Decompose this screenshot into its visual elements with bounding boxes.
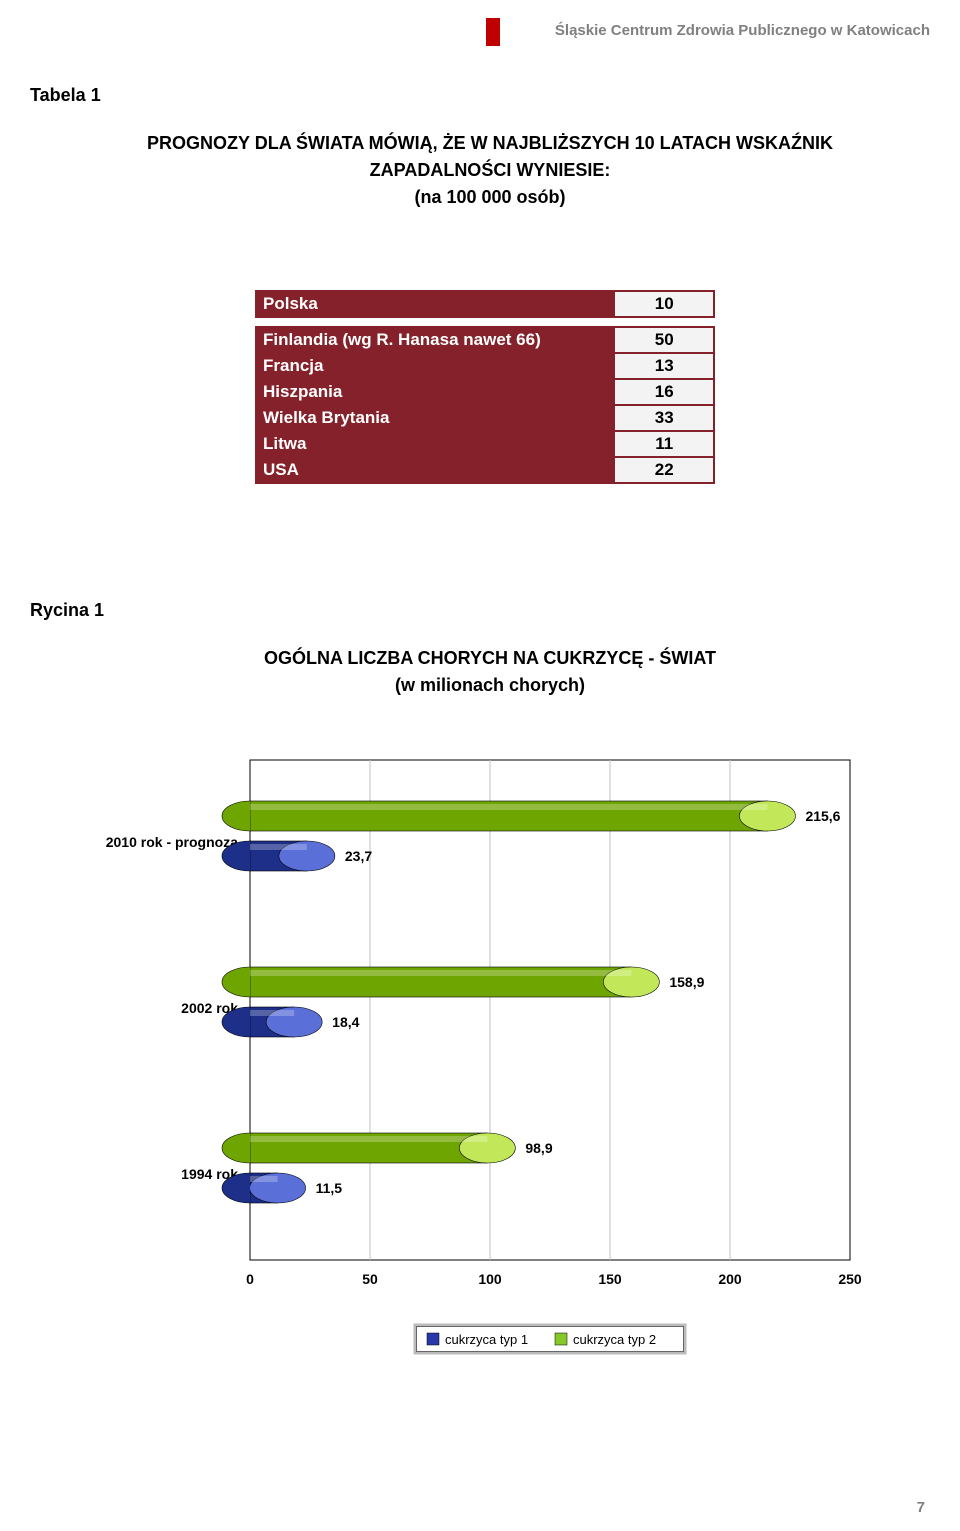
- table-row: Hiszpania16: [256, 379, 714, 405]
- country-cell: Polska: [256, 291, 614, 317]
- chart-title: OGÓLNA LICZBA CHORYCH NA CUKRZYCĘ - ŚWIA…: [110, 645, 870, 699]
- tabela-title-line2: ZAPADALNOŚCI WYNIESIE:: [370, 160, 611, 180]
- value-cell: 22: [614, 457, 714, 483]
- svg-text:2010 rok - prognoza: 2010 rok - prognoza: [106, 834, 238, 850]
- table-row: Litwa11: [256, 431, 714, 457]
- data-table: Polska10Finlandia (wg R. Hanasa nawet 66…: [255, 290, 715, 484]
- svg-text:200: 200: [718, 1271, 742, 1287]
- svg-text:cukrzyca typ 2: cukrzyca typ 2: [573, 1332, 656, 1347]
- country-cell: Francja: [256, 353, 614, 379]
- svg-text:158,9: 158,9: [669, 974, 704, 990]
- header-org: Śląskie Centrum Zdrowia Publicznego w Ka…: [555, 22, 930, 39]
- country-cell: Litwa: [256, 431, 614, 457]
- svg-text:0: 0: [246, 1271, 254, 1287]
- svg-text:18,4: 18,4: [332, 1014, 359, 1030]
- table-row: USA22: [256, 457, 714, 483]
- country-cell: Hiszpania: [256, 379, 614, 405]
- value-cell: 11: [614, 431, 714, 457]
- svg-text:50: 50: [362, 1271, 378, 1287]
- value-cell: 33: [614, 405, 714, 431]
- value-cell: 10: [614, 291, 714, 317]
- tabela-label: Tabela 1: [30, 85, 101, 106]
- tabela-title-line1: PROGNOZY DLA ŚWIATA MÓWIĄ, ŻE W NAJBLIŻS…: [147, 133, 833, 153]
- svg-text:215,6: 215,6: [805, 808, 840, 824]
- svg-text:cukrzyca typ 1: cukrzyca typ 1: [445, 1332, 528, 1347]
- svg-text:98,9: 98,9: [525, 1140, 552, 1156]
- svg-text:150: 150: [598, 1271, 622, 1287]
- chart-title-line1: OGÓLNA LICZBA CHORYCH NA CUKRZYCĘ - ŚWIA…: [264, 648, 716, 668]
- table-row: Finlandia (wg R. Hanasa nawet 66)50: [256, 327, 714, 353]
- table-row: Polska10: [256, 291, 714, 317]
- country-cell: Finlandia (wg R. Hanasa nawet 66): [256, 327, 614, 353]
- chart: 0 50 100 150 200 250 2010 rok - prognoza 215,6 2…: [80, 750, 880, 1370]
- svg-text:23,7: 23,7: [345, 848, 372, 864]
- svg-text:11,5: 11,5: [316, 1180, 343, 1196]
- value-cell: 50: [614, 327, 714, 353]
- rycina-label: Rycina 1: [30, 600, 104, 621]
- value-cell: 16: [614, 379, 714, 405]
- svg-text:100: 100: [478, 1271, 502, 1287]
- tabela-title: PROGNOZY DLA ŚWIATA MÓWIĄ, ŻE W NAJBLIŻS…: [110, 130, 870, 211]
- chart-title-line2: (w milionach chorych): [395, 675, 585, 695]
- tabela-title-line3: (na 100 000 osób): [414, 187, 565, 207]
- svg-text:250: 250: [838, 1271, 862, 1287]
- header-marker: [486, 18, 500, 46]
- country-cell: Wielka Brytania: [256, 405, 614, 431]
- country-cell: USA: [256, 457, 614, 483]
- table-row: Francja13: [256, 353, 714, 379]
- page-number: 7: [917, 1499, 925, 1516]
- value-cell: 13: [614, 353, 714, 379]
- table-row: Wielka Brytania33: [256, 405, 714, 431]
